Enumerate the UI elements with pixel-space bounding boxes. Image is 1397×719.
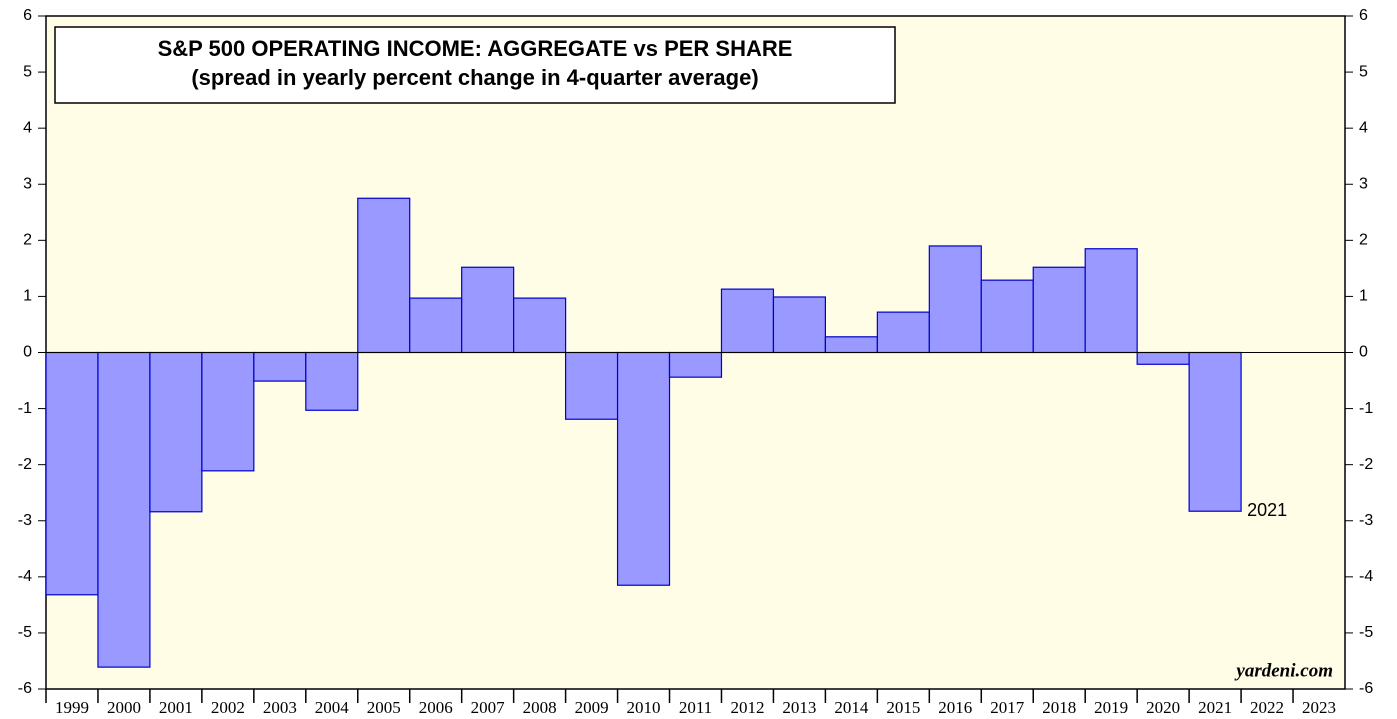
y-tick-label: 1 xyxy=(23,288,32,305)
y-tick-label-right: 1 xyxy=(1359,288,1368,305)
x-tick-label: 2012 xyxy=(730,698,764,717)
bar xyxy=(1136,351,1190,365)
x-tick-label: 2021 xyxy=(1198,698,1232,717)
annotation: 2021 xyxy=(1247,500,1287,520)
y-tick-label: -3 xyxy=(18,512,32,529)
x-tick-label: 2002 xyxy=(211,698,245,717)
x-tick-label: 2017 xyxy=(990,698,1025,717)
y-tick-label-right: -3 xyxy=(1359,512,1373,529)
bar xyxy=(461,266,515,354)
y-tick-label-right: -1 xyxy=(1359,400,1373,417)
y-tick-label-right: 3 xyxy=(1359,175,1368,192)
y-tick-label-right: -5 xyxy=(1359,624,1373,641)
bar xyxy=(616,351,671,586)
y-tick-label-right: 5 xyxy=(1359,63,1368,80)
x-tick-label: 2023 xyxy=(1302,698,1336,717)
x-tick-label: 2008 xyxy=(523,698,557,717)
x-tick-label: 2007 xyxy=(471,698,506,717)
chart-subtitle: (spread in yearly percent change in 4-qu… xyxy=(191,65,758,90)
x-tick-label: 2018 xyxy=(1042,698,1076,717)
bar xyxy=(149,351,203,513)
x-tick-label: 2010 xyxy=(627,698,661,717)
y-tick-label: -5 xyxy=(18,624,32,641)
x-tick-label: 2019 xyxy=(1094,698,1128,717)
x-tick-label: 2016 xyxy=(938,698,972,717)
bar xyxy=(824,336,878,354)
x-tick-label: 2006 xyxy=(419,698,453,717)
x-tick-label: 2004 xyxy=(315,698,350,717)
bar xyxy=(201,351,255,472)
x-tick-label: 2011 xyxy=(679,698,712,717)
bar xyxy=(357,197,411,354)
y-tick-label: 3 xyxy=(23,175,32,192)
x-tick-label: 2001 xyxy=(159,698,193,717)
chart-title: S&P 500 OPERATING INCOME: AGGREGATE vs P… xyxy=(158,36,793,61)
x-tick-label: 2020 xyxy=(1146,698,1180,717)
bar xyxy=(980,279,1034,354)
y-tick-label: -6 xyxy=(18,680,32,697)
bar xyxy=(1188,351,1242,512)
source: yardeni.com xyxy=(1234,660,1333,681)
y-tick-label: -1 xyxy=(18,400,32,417)
bar xyxy=(564,351,619,420)
bar xyxy=(772,296,827,354)
y-tick-label-right: 4 xyxy=(1359,119,1368,136)
bar xyxy=(253,351,307,382)
x-tick-label: 2000 xyxy=(107,698,141,717)
title-box xyxy=(54,26,896,104)
x-tick-label: 1999 xyxy=(55,698,89,717)
y-tick-label-right: -4 xyxy=(1359,568,1373,585)
y-tick-label-right: 0 xyxy=(1359,344,1368,361)
y-tick-label-right: -2 xyxy=(1359,456,1373,473)
y-tick-label-right: 2 xyxy=(1359,232,1368,249)
y-tick-label: 4 xyxy=(23,119,32,136)
bar xyxy=(45,351,99,596)
bar xyxy=(720,288,775,354)
bar xyxy=(305,351,359,411)
y-tick-label: 5 xyxy=(23,63,32,80)
x-tick-label: 2015 xyxy=(886,698,920,717)
bar xyxy=(928,245,982,354)
bar xyxy=(513,297,567,354)
bar xyxy=(97,351,151,668)
y-tick-label-right: 6 xyxy=(1359,7,1368,24)
x-tick-label: 2003 xyxy=(263,698,297,717)
y-tick-label: 6 xyxy=(23,7,32,24)
bar xyxy=(876,311,930,354)
x-tick-label: 2014 xyxy=(834,698,869,717)
x-tick-label: 2005 xyxy=(367,698,401,717)
y-tick-label: -4 xyxy=(18,568,32,585)
bar xyxy=(409,297,463,354)
y-tick-label-right: -6 xyxy=(1359,680,1373,697)
bar xyxy=(1032,266,1086,354)
y-tick-label: -2 xyxy=(18,456,32,473)
x-tick-label: 2022 xyxy=(1250,698,1284,717)
bar xyxy=(668,351,723,378)
x-tick-label: 2009 xyxy=(575,698,609,717)
bar xyxy=(1084,248,1138,354)
y-tick-label: 0 xyxy=(23,344,32,361)
y-tick-label: 2 xyxy=(23,232,32,249)
x-tick-label: 2013 xyxy=(782,698,816,717)
